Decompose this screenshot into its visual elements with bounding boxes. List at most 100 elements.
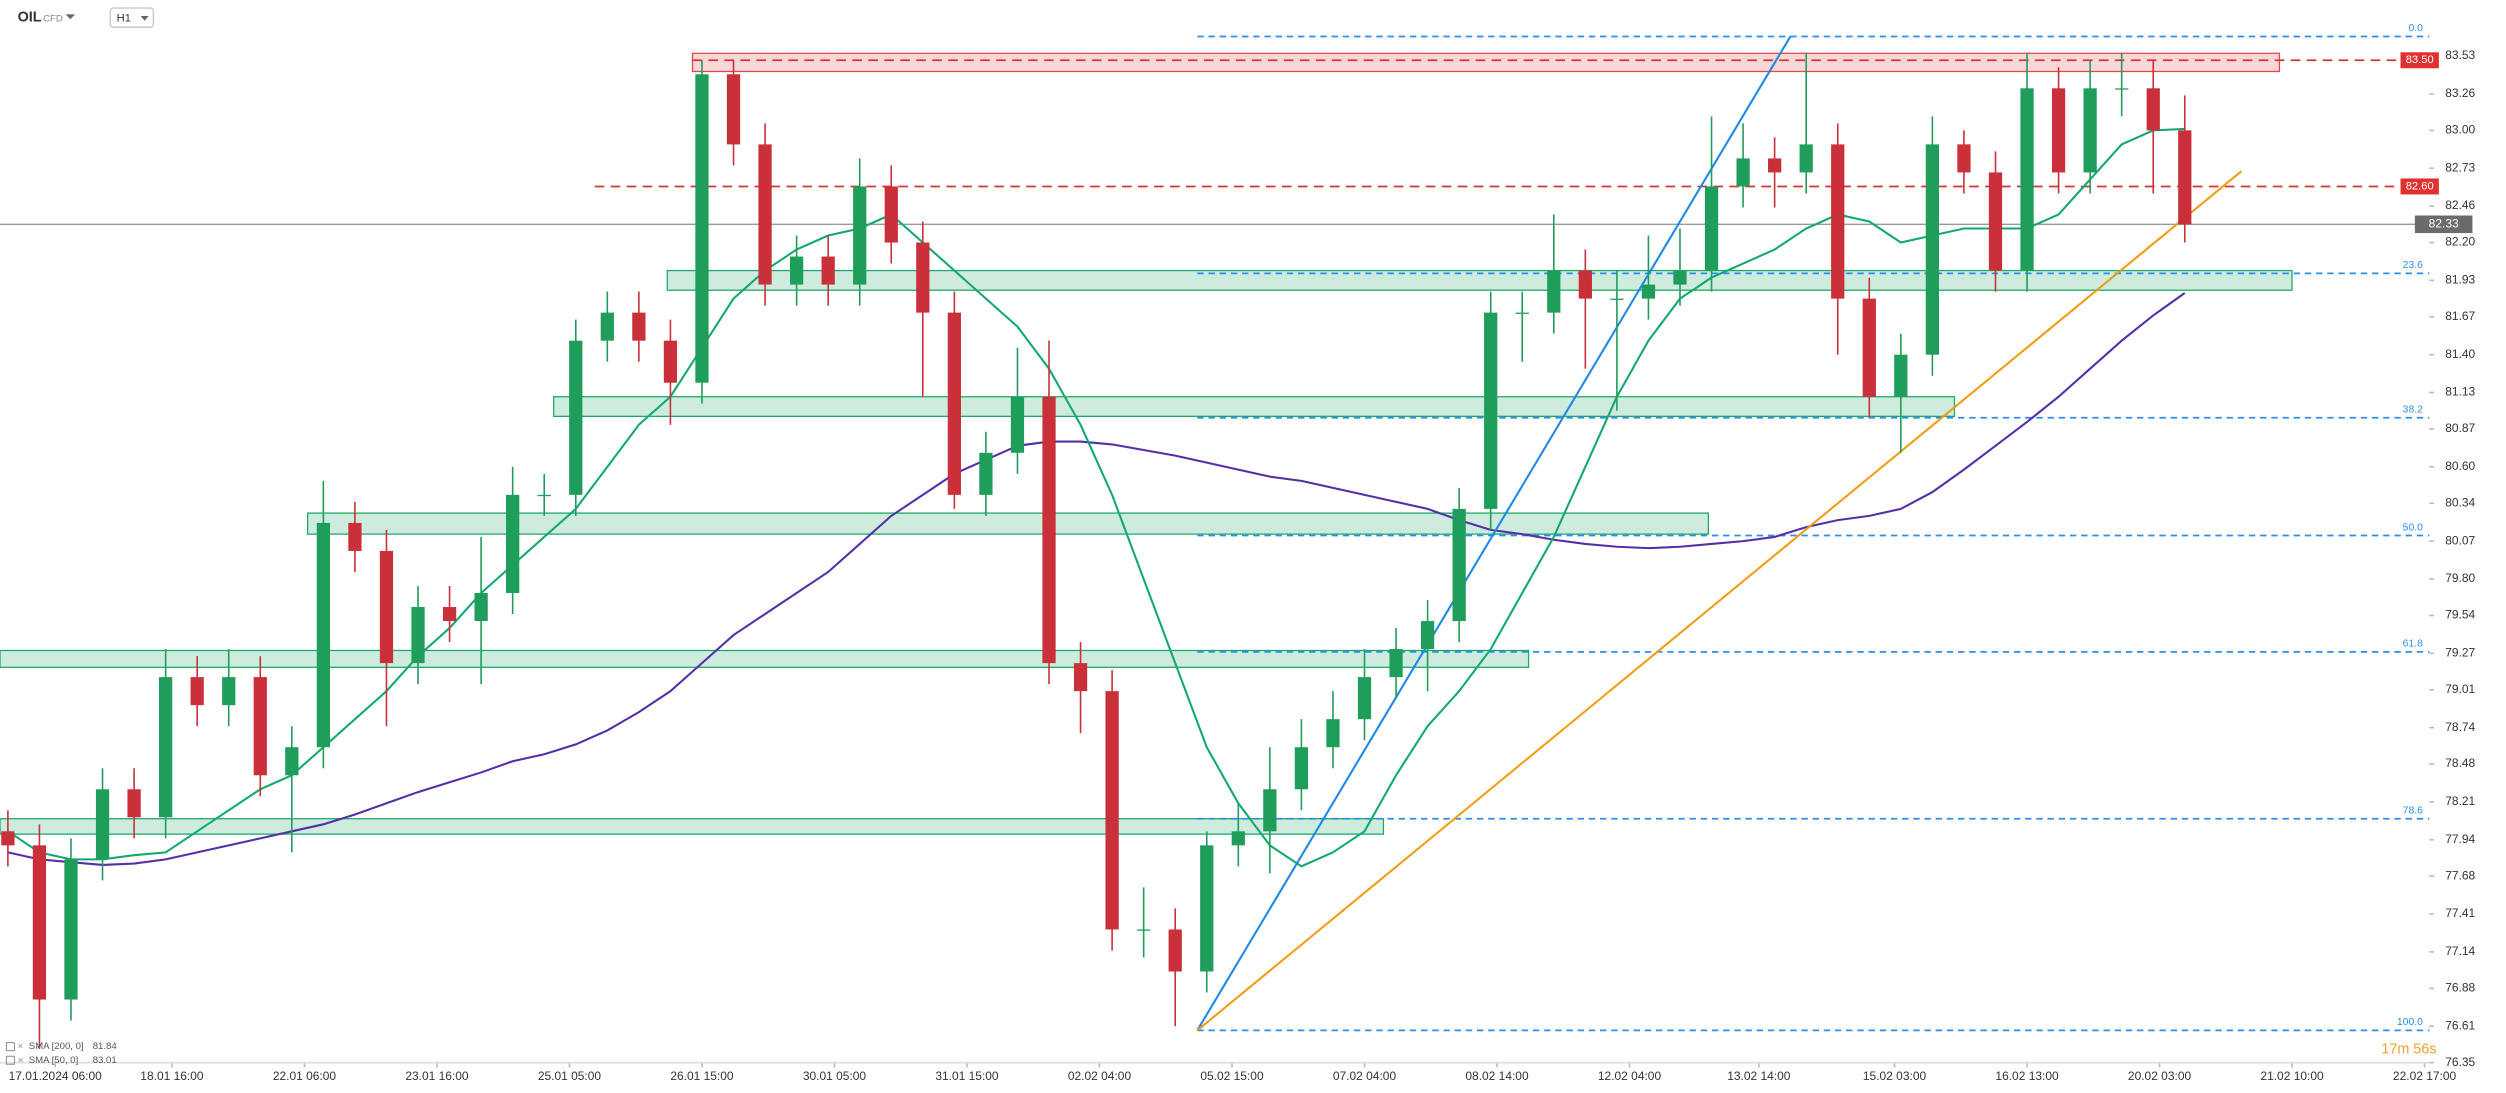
legend-name: SMA [50, 0]: [29, 1055, 79, 1066]
legend-value: 83.01: [93, 1055, 117, 1066]
candle-body: [1925, 144, 1940, 355]
y-tick-label: 76.61: [2445, 1018, 2475, 1032]
fib-label: 100.0: [2397, 1017, 2423, 1028]
y-tick-label: 77.41: [2445, 906, 2475, 920]
x-tick-label: 23.01 16:00: [405, 1069, 469, 1083]
candle-body: [853, 186, 867, 285]
candle-body: [1578, 270, 1592, 299]
fib-label: 23.6: [2403, 260, 2423, 271]
y-tick-label: 82.73: [2445, 160, 2475, 174]
y-tick-label: 79.80: [2445, 571, 2475, 585]
candle-body: [1231, 831, 1245, 846]
y-tick-label: 80.34: [2445, 495, 2475, 509]
candle-body: [1010, 396, 1025, 453]
candle-body: [821, 256, 835, 285]
candle-body: [758, 144, 772, 285]
y-tick-label: 79.54: [2445, 608, 2475, 622]
y-tick-label: 79.01: [2445, 682, 2475, 696]
candle-body: [600, 312, 614, 341]
candle-body: [1547, 270, 1561, 313]
timeframe[interactable]: H1: [117, 12, 131, 24]
y-tick-label: 81.67: [2445, 309, 2475, 323]
candle-body: [789, 256, 804, 285]
candle-body: [1452, 508, 1466, 622]
candle-body: [1673, 270, 1687, 285]
legend-close: ×: [18, 1055, 24, 1066]
candle-body: [916, 242, 930, 313]
y-tick-label: 81.93: [2445, 273, 2475, 287]
x-tick-label: 08.02 14:00: [1465, 1069, 1529, 1083]
candle-body: [1168, 929, 1182, 972]
candle-body: [726, 74, 741, 145]
timeframe-dropdown[interactable]: [140, 15, 149, 21]
legend-name: SMA [200, 0]: [29, 1041, 84, 1052]
y-tick-label: 80.07: [2445, 533, 2475, 547]
y-tick-label: 81.40: [2445, 347, 2475, 361]
x-tick-label: 13.02 14:00: [1727, 1069, 1791, 1083]
zone: [553, 396, 1956, 418]
y-tick-label: 83.26: [2445, 86, 2475, 100]
candle-body: [379, 550, 394, 664]
candle-body: [190, 677, 204, 706]
candle-body: [1988, 172, 2003, 271]
candle-body: [32, 845, 47, 1000]
candle-body: [1200, 845, 1214, 972]
last-price-badge: [2414, 215, 2473, 234]
symbol[interactable]: OIL: [18, 9, 42, 25]
zone: [666, 269, 2293, 291]
candle-body: [1768, 158, 1782, 173]
candle-body: [1862, 298, 1876, 397]
x-tick-label: 31.01 15:00: [935, 1069, 999, 1083]
candle-body: [1420, 621, 1435, 650]
y-tick-label: 82.46: [2445, 198, 2475, 212]
x-tick-label: 21.02 10:00: [2260, 1069, 2324, 1083]
candle-body: [159, 677, 173, 818]
level-badge: [2400, 52, 2439, 69]
candle-body: [1515, 312, 1529, 314]
candle-body: [506, 494, 520, 594]
candle-body: [2115, 88, 2129, 90]
legend-icon: [5, 1055, 15, 1065]
candle-body: [1073, 663, 1088, 692]
candle-body: [1799, 144, 1813, 173]
symbol-dropdown[interactable]: [65, 14, 76, 20]
zone: [0, 818, 1385, 835]
candle-body: [537, 494, 551, 497]
y-tick-label: 78.74: [2445, 720, 2475, 734]
x-tick-label: 12.02 04:00: [1598, 1069, 1662, 1083]
x-tick-label: 18.01 16:00: [140, 1069, 204, 1083]
candle-body: [1484, 312, 1498, 509]
countdown: 17m 56s: [2381, 1042, 2436, 1058]
y-tick-label: 82.20: [2445, 235, 2475, 249]
fib-label: 78.6: [2403, 805, 2423, 816]
timeframe-box[interactable]: [109, 7, 155, 28]
candle-body: [442, 607, 457, 622]
y-tick-label: 76.35: [2445, 1055, 2475, 1069]
level-badge: [2400, 178, 2439, 195]
overlay: OIL CFD H1 17m 56s × SMA [200, 0] 81.84 × SM…: [5, 7, 2436, 1066]
x-tick-label: 15.02 03:00: [1863, 1069, 1927, 1083]
candle-body: [1704, 186, 1719, 271]
x-tick-label: 26.01 15:00: [670, 1069, 734, 1083]
sma-line: [7, 292, 2186, 867]
candle-body: [1641, 284, 1656, 299]
fib-label: 61.8: [2403, 639, 2423, 650]
candle-body: [569, 340, 583, 495]
instrument-type: CFD: [43, 14, 63, 25]
candle-body: [95, 789, 110, 860]
x-tick-label: 16.02 13:00: [1995, 1069, 2059, 1083]
y-tick-label: 83.53: [2445, 48, 2475, 62]
candle-body: [884, 186, 898, 243]
last-price-label: 82.33: [2429, 216, 2459, 230]
trendline: [1196, 35, 1792, 1031]
x-tick-label: 22.02 17:00: [2393, 1069, 2457, 1083]
y-tick-label: 76.88: [2445, 981, 2475, 995]
legend-icon: [5, 1042, 15, 1052]
candle-body: [1894, 354, 1908, 397]
y-tick-label: 81.13: [2445, 385, 2475, 399]
zone: [691, 52, 2281, 73]
candle-body: [979, 452, 993, 495]
x-tick-label: 02.02 04:00: [1068, 1069, 1132, 1083]
candle-body: [947, 312, 961, 495]
